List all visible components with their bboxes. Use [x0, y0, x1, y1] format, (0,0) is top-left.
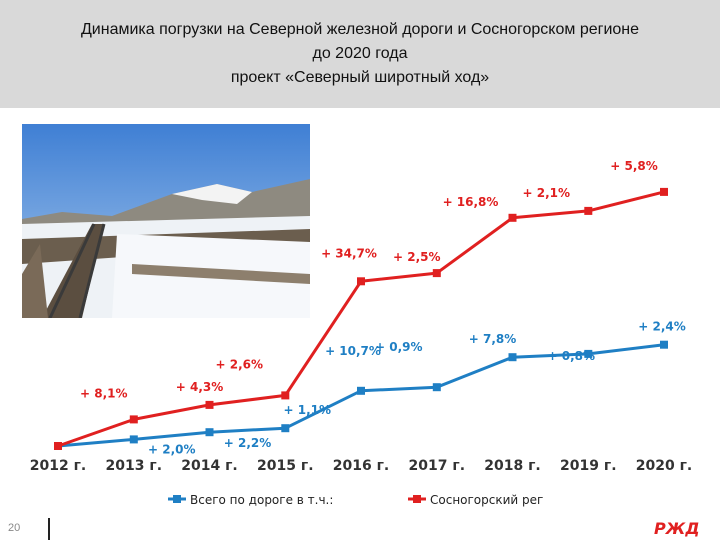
- data-point: [432, 383, 441, 392]
- data-label: + 34,7%: [321, 246, 377, 260]
- data-label: + 2,6%: [216, 357, 264, 371]
- data-label: + 4,3%: [176, 380, 224, 394]
- x-tick-label: 2019 г.: [560, 458, 616, 474]
- legend-label: Сосногорский рег: [430, 493, 543, 507]
- data-point: [281, 424, 290, 433]
- data-label: + 16,8%: [443, 195, 499, 209]
- legend-marker: [413, 495, 421, 503]
- data-label: + 8,1%: [80, 386, 128, 400]
- x-tick-label: 2014 г.: [181, 458, 237, 474]
- legend-marker: [173, 495, 181, 503]
- data-point: [129, 415, 138, 424]
- x-tick-label: 2020 г.: [636, 458, 692, 474]
- data-point: [660, 340, 668, 349]
- title-line-3: проект «Северный широтный ход»: [230, 69, 490, 86]
- railway-photo: [22, 124, 310, 318]
- rzd-logo: РЖД: [652, 518, 702, 542]
- title-band: Динамика погрузки на Северной железной д…: [0, 0, 720, 108]
- x-tick-label: 2016 г.: [333, 458, 389, 474]
- data-label: + 2,0%: [148, 442, 196, 456]
- data-label: + 10,7%: [325, 344, 381, 358]
- data-label: + 2,2%: [224, 436, 272, 450]
- data-label: + 5,8%: [610, 159, 658, 173]
- data-point: [205, 400, 214, 409]
- data-point: [660, 187, 668, 196]
- data-point: [508, 353, 517, 362]
- data-label: + 0,8%: [548, 349, 596, 363]
- data-point: [54, 442, 62, 450]
- data-point: [205, 428, 214, 437]
- x-tick-label: 2012 г.: [30, 458, 86, 474]
- svg-text:РЖД: РЖД: [654, 519, 700, 538]
- data-label: + 2,5%: [393, 250, 441, 264]
- data-point: [357, 386, 365, 395]
- footer-divider: [48, 518, 50, 540]
- series-line-2: [57, 190, 665, 448]
- data-label: + 2,4%: [638, 320, 686, 334]
- data-point: [281, 391, 290, 400]
- data-point: [584, 206, 593, 215]
- data-point: [432, 269, 441, 278]
- data-label: + 2,1%: [523, 186, 571, 200]
- data-point: [508, 213, 517, 222]
- legend-label: Всего по дороге в т.ч.:: [190, 493, 333, 507]
- data-label: + 1,1%: [284, 403, 332, 417]
- x-tick-label: 2018 г.: [484, 458, 540, 474]
- data-point: [584, 349, 593, 358]
- page-number: 20: [8, 522, 21, 534]
- title-line-2: до 2020 года: [312, 45, 408, 62]
- x-tick-label: 2013 г.: [106, 458, 162, 474]
- data-point: [357, 277, 365, 286]
- x-tick-label: 2017 г.: [409, 458, 465, 474]
- x-tick-label: 2015 г.: [257, 458, 313, 474]
- data-label: + 7,8%: [469, 332, 517, 346]
- data-label: + 0,9%: [375, 340, 423, 354]
- data-point: [129, 435, 138, 444]
- title-line-1: Динамика погрузки на Северной железной д…: [80, 21, 640, 38]
